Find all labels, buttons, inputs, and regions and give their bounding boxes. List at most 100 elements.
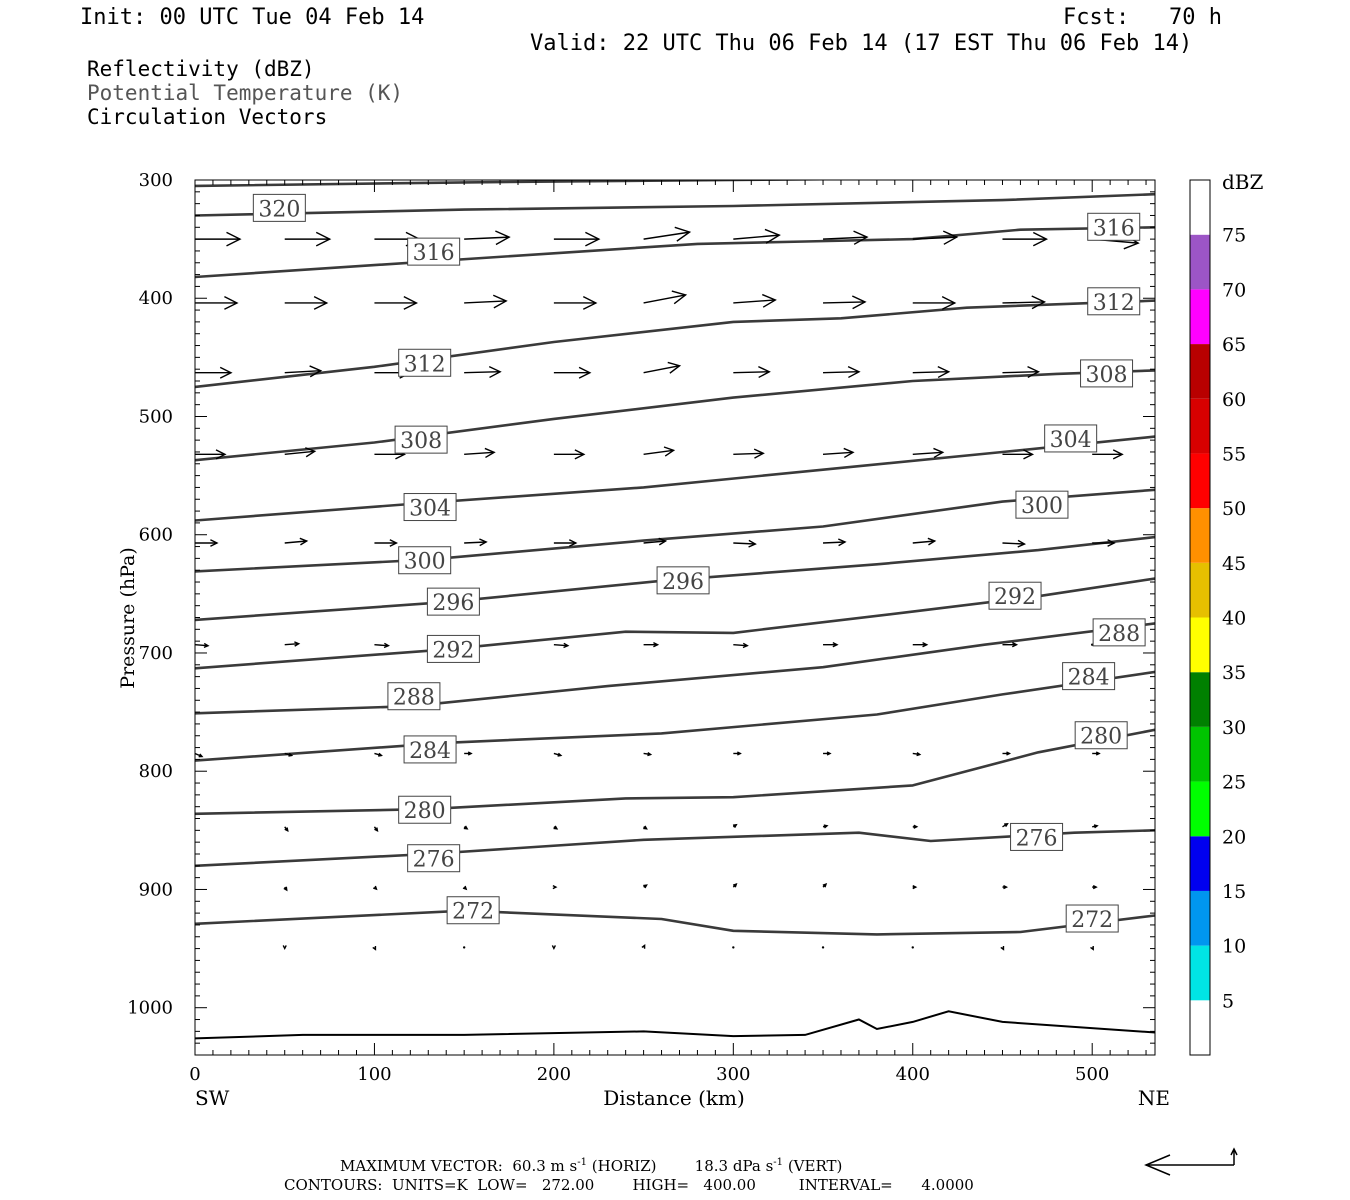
- colorbar-swatch: [1190, 289, 1210, 345]
- circulation-vector: [912, 751, 922, 757]
- x-axis-title: Distance (km): [603, 1086, 745, 1110]
- circulation-vector: [733, 293, 777, 308]
- circulation-vector: [822, 824, 829, 829]
- vector-head: [1092, 884, 1098, 890]
- colorbar-swatch: [1190, 344, 1210, 399]
- circulation-vector: [643, 641, 660, 648]
- vector-head: [283, 886, 288, 892]
- y-tick-label: 400: [139, 288, 173, 309]
- circulation-vector: [284, 826, 289, 833]
- vector-head: [748, 539, 757, 548]
- vector-shaft: [912, 451, 943, 456]
- circulation-vector: [1092, 449, 1124, 460]
- vector-head: [462, 885, 468, 891]
- vector-shaft: [1002, 301, 1045, 304]
- vector-head: [299, 537, 309, 546]
- circulation-vector: [282, 945, 287, 950]
- vector-head: [383, 642, 391, 649]
- vector-head: [737, 751, 742, 756]
- contour-label-box: [403, 493, 457, 522]
- x-left-label: SW: [195, 1086, 230, 1110]
- circulation-vector: [553, 296, 598, 310]
- circulation-vector: [284, 365, 323, 378]
- colorbar-swatch: [1190, 453, 1210, 509]
- vector-head: [826, 751, 832, 756]
- colorbar-swatch: [1190, 890, 1210, 946]
- circulation-vector: [821, 946, 825, 949]
- vector-head: [1090, 946, 1094, 951]
- contour-label-box: [988, 581, 1042, 610]
- field-circulation-vectors: Circulation Vectors: [87, 105, 328, 129]
- contour-label-box: [398, 348, 452, 377]
- vector-head: [284, 827, 289, 833]
- vector-shaft: [823, 371, 860, 374]
- circulation-vector: [373, 885, 378, 891]
- colorbar: 5 10 15 20 25 30 35 40 45 50 55 60 65 70 75: [1189, 179, 1246, 1056]
- circulation-vector: [643, 537, 668, 546]
- vector-head: [1006, 751, 1012, 756]
- circulation-vector: [1002, 751, 1012, 756]
- vector-shaft: [823, 301, 866, 304]
- circulation-vector: [641, 943, 646, 949]
- circulation-vector: [1092, 751, 1101, 756]
- y-tick-label: 600: [139, 525, 173, 546]
- contour-label: 304: [409, 497, 451, 522]
- vector-head: [389, 539, 399, 547]
- circulation-vector: [1002, 641, 1019, 648]
- contour-label-layer: 320 316 316 312 312 308 308 304 304 300 300 296 296 2…: [252, 193, 1146, 933]
- contour-label: 272: [1071, 908, 1113, 933]
- circulation-vector: [1002, 449, 1035, 460]
- circulation-vector: [284, 537, 309, 546]
- contour-label-box: [407, 237, 461, 266]
- circulation-vector: [823, 295, 867, 310]
- vector-head: [551, 945, 557, 950]
- vector-head: [913, 824, 919, 829]
- vector-head: [1107, 539, 1116, 547]
- circulation-vector: [464, 230, 511, 246]
- colorbar-tick-label: 50: [1222, 498, 1246, 520]
- vector-shaft: [733, 299, 776, 304]
- vector-head: [762, 293, 777, 308]
- colorbar-frame: [1189, 179, 1211, 1056]
- vector-shaft: [823, 236, 868, 240]
- vector-head: [553, 825, 559, 830]
- colorbar-tick-label: 45: [1222, 553, 1246, 575]
- vector-head: [674, 226, 692, 242]
- circulation-vector: [553, 449, 586, 460]
- vector-head: [484, 447, 496, 459]
- circulation-vector: [1092, 539, 1116, 547]
- vector-shaft: [643, 540, 666, 544]
- circulation-vector: [1002, 295, 1047, 310]
- circulation-vector: [912, 824, 919, 829]
- vector-head: [764, 228, 781, 244]
- y-tick-label: 900: [139, 879, 173, 900]
- circulation-vector: [284, 296, 329, 310]
- circulation-vector: [373, 826, 379, 833]
- vector-shaft: [1002, 371, 1039, 374]
- vector-head: [574, 449, 586, 460]
- vector-shaft: [733, 234, 780, 240]
- circulation-vector: [733, 366, 771, 379]
- circulation-vector: [283, 886, 288, 892]
- circulation-vector: [284, 752, 294, 757]
- x-tick-label: 0: [189, 1064, 200, 1085]
- vector-head: [753, 448, 765, 459]
- x-right-label: NE: [1138, 1086, 1170, 1110]
- circulation-vector: [1002, 884, 1009, 890]
- contour-label-box: [252, 193, 306, 222]
- circulation-vector: [823, 366, 861, 379]
- colorbar-swatch: [1190, 508, 1210, 563]
- vector-head: [732, 882, 738, 888]
- vector-shaft: [464, 371, 501, 374]
- contour-line-280: [195, 728, 1155, 816]
- vector-head: [643, 884, 648, 889]
- circulation-vector: [733, 448, 765, 459]
- circulation-vector: [733, 751, 742, 756]
- vector-head: [552, 884, 558, 890]
- vector-shaft: [1002, 542, 1025, 545]
- circulation-vector: [195, 296, 239, 310]
- max-vector-label: MAXIMUM VECTOR:: [340, 1157, 503, 1175]
- circulation-vector: [1002, 822, 1009, 828]
- vert-exp: -1: [773, 1157, 784, 1168]
- contour-label: 292: [432, 638, 474, 663]
